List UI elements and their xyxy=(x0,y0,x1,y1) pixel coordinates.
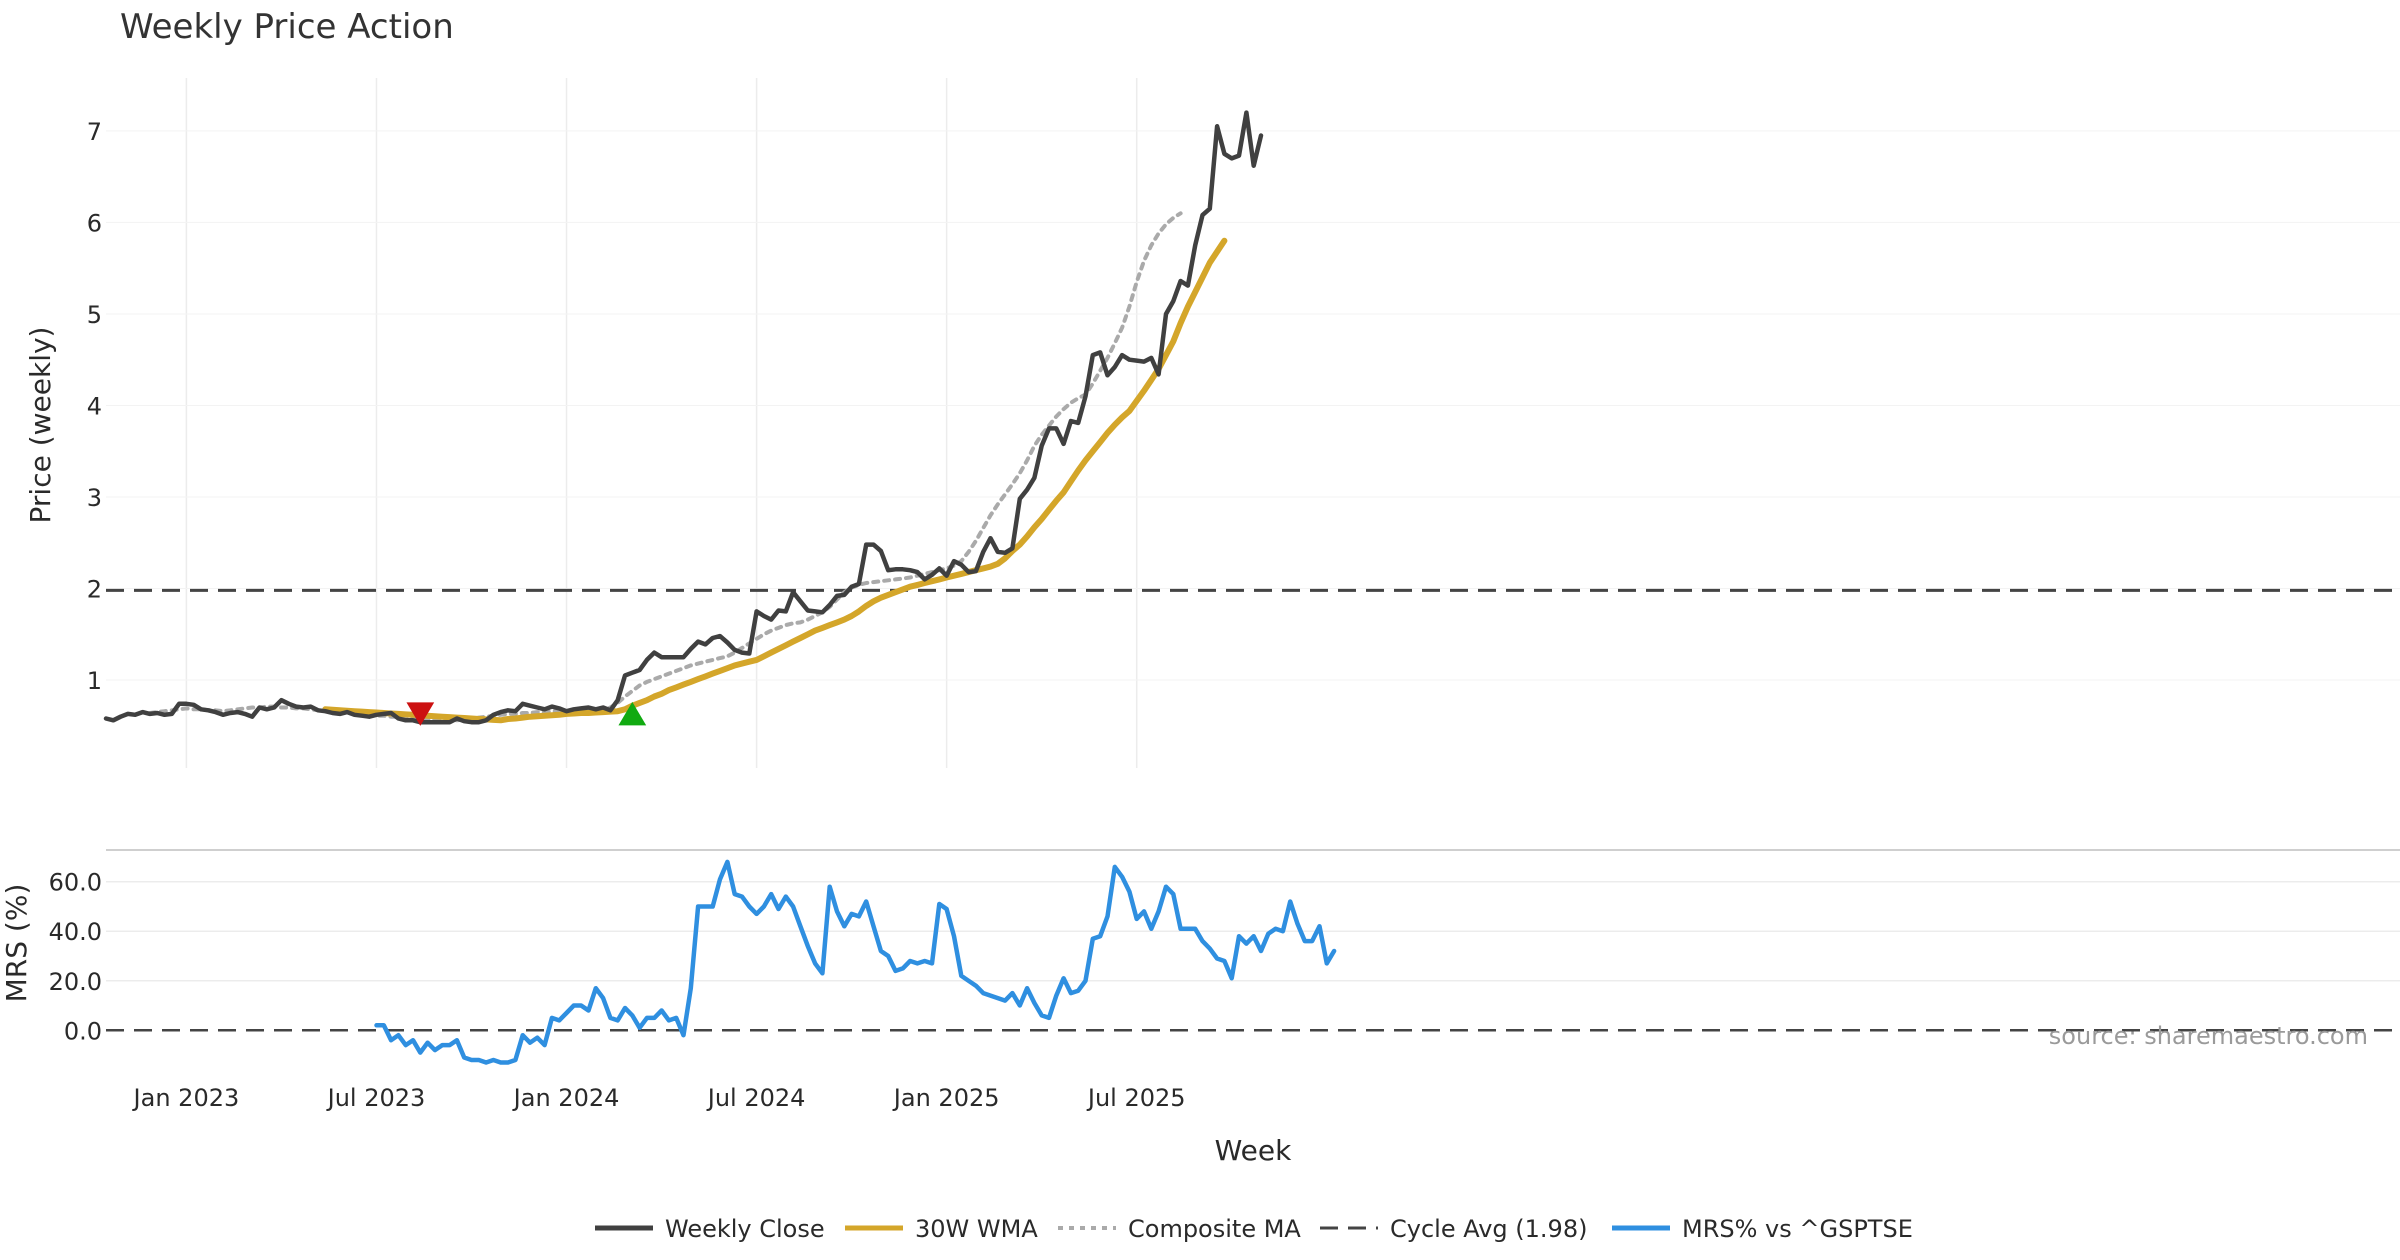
price-tick-label: 2 xyxy=(87,576,102,604)
legend-item: Weekly Close xyxy=(595,1215,825,1243)
legend-label: MRS% vs ^GSPTSE xyxy=(1682,1215,1913,1243)
vertical-gridlines xyxy=(185,78,1138,768)
price-y-axis-title: Price (weekly) xyxy=(24,327,57,524)
source-label: source: sharemaestro.com xyxy=(2049,1022,2368,1050)
price-y-axis: 1 2 3 4 5 6 7 xyxy=(87,118,2400,695)
chart-title: Weekly Price Action xyxy=(120,7,454,47)
sell-signal-marker xyxy=(406,702,435,726)
price-tick-label: 6 xyxy=(87,209,102,237)
price-tick-label: 1 xyxy=(87,667,102,695)
legend-label: Cycle Avg (1.98) xyxy=(1390,1215,1587,1243)
price-tick-label: 3 xyxy=(87,484,102,512)
signal-markers xyxy=(406,701,647,726)
x-tick-label: Jan 2023 xyxy=(132,1084,240,1112)
x-axis-title: Week xyxy=(1215,1134,1292,1167)
mrs-tick-label: 0.0 xyxy=(64,1017,102,1045)
price-series-group xyxy=(103,110,2400,725)
series-mrs-vs-gsptse xyxy=(374,859,1337,1065)
price-tick-label: 7 xyxy=(87,118,102,146)
legend-item: MRS% vs ^GSPTSE xyxy=(1612,1215,1913,1243)
mrs-tick-label: 60.0 xyxy=(49,869,102,897)
mrs-series-group xyxy=(374,859,1337,1065)
x-tick-label: Jul 2025 xyxy=(1086,1084,1186,1112)
mrs-y-axis: 0.0 20.0 40.0 60.0 xyxy=(49,869,2400,1045)
x-axis-ticks: Jan 2023 Jul 2023 Jan 2024 Jul 2024 Jan 2025… xyxy=(132,1084,1186,1112)
price-tick-label: 5 xyxy=(87,301,102,329)
legend-item: Cycle Avg (1.98) xyxy=(1320,1215,1587,1243)
mrs-tick-label: 20.0 xyxy=(49,968,102,996)
x-tick-label: Jul 2024 xyxy=(706,1084,806,1112)
x-tick-label: Jul 2023 xyxy=(326,1084,426,1112)
mrs-tick-label: 40.0 xyxy=(49,918,102,946)
legend: Weekly Close 30W WMA Composite MA Cycle Avg… xyxy=(595,1215,1913,1243)
mrs-y-axis-title: MRS (%) xyxy=(0,884,33,1003)
buy-signal-marker xyxy=(618,701,647,726)
legend-label: 30W WMA xyxy=(915,1215,1038,1243)
series-weekly-close xyxy=(103,110,1264,725)
legend-label: Weekly Close xyxy=(665,1215,825,1243)
price-tick-label: 4 xyxy=(87,392,102,420)
x-tick-label: Jan 2025 xyxy=(892,1084,1000,1112)
series-composite-ma xyxy=(147,211,1183,723)
legend-item: Composite MA xyxy=(1058,1215,1301,1243)
series-30w-wma xyxy=(322,237,1228,724)
legend-label: Composite MA xyxy=(1128,1215,1301,1243)
x-tick-label: Jan 2024 xyxy=(512,1084,620,1112)
legend-item: 30W WMA xyxy=(845,1215,1038,1243)
